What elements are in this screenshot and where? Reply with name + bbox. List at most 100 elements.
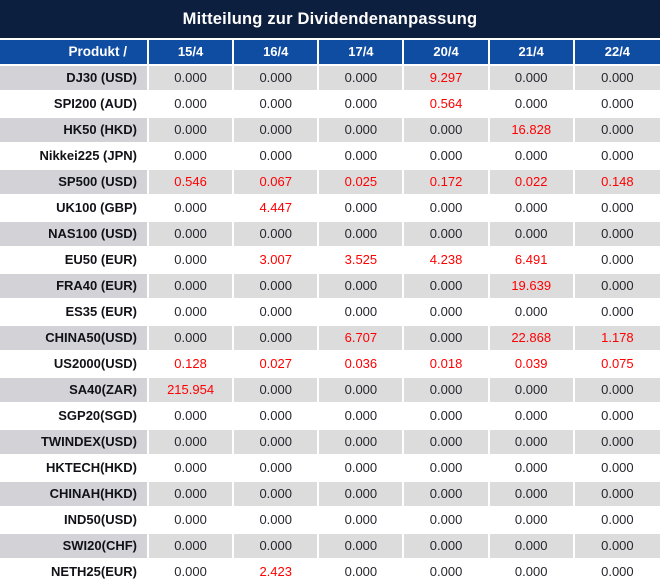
- value-cell: 0.000: [574, 118, 660, 144]
- value-cell: 0.000: [319, 300, 405, 326]
- page-title: Mitteilung zur Dividendenanpassung: [182, 9, 478, 28]
- value-cell: 0.000: [149, 326, 235, 352]
- value-cell: 19.639: [489, 274, 575, 300]
- value-cell: 0.000: [234, 534, 320, 560]
- value-cell: 0.000: [149, 482, 235, 508]
- product-cell: EU50 (EUR): [0, 248, 149, 274]
- value-cell: 0.000: [319, 482, 405, 508]
- value-cell: 4.238: [404, 248, 490, 274]
- value-cell: 0.000: [149, 300, 235, 326]
- value-cell: 0.000: [489, 456, 575, 482]
- table-row: UK100 (GBP) 0.000 4.447 0.000 0.000 0.000 0.00…: [0, 196, 660, 222]
- value-cell: 0.000: [574, 508, 660, 534]
- value-cell: 0.000: [234, 378, 320, 404]
- value-cell: 0.000: [404, 378, 490, 404]
- value-cell: 0.000: [489, 92, 575, 118]
- product-cell: TWINDEX(USD): [0, 430, 149, 456]
- value-cell: 0.000: [574, 222, 660, 248]
- value-cell: 0.036: [319, 352, 405, 378]
- value-cell: 0.000: [234, 274, 320, 300]
- product-cell: CHINA50(USD): [0, 326, 149, 352]
- value-cell: 0.000: [404, 430, 490, 456]
- value-cell: 0.000: [574, 274, 660, 300]
- column-header-date: 15/4: [149, 40, 235, 66]
- value-cell: 0.000: [149, 222, 235, 248]
- value-cell: 0.000: [319, 430, 405, 456]
- product-cell: HKTECH(HKD): [0, 456, 149, 482]
- column-header-date: 22/4: [574, 40, 660, 66]
- value-cell: 0.000: [574, 196, 660, 222]
- value-cell: 0.000: [574, 144, 660, 170]
- value-cell: 0.000: [489, 378, 575, 404]
- dividend-table: Produkt / 15/4 16/4 17/4 20/4 21/4 22/4 DJ30 …: [0, 40, 660, 586]
- value-cell: 3.007: [234, 248, 320, 274]
- value-cell: 0.000: [234, 66, 320, 92]
- value-cell: 0.000: [574, 92, 660, 118]
- table-row: Nikkei225 (JPN) 0.000 0.000 0.000 0.000 0.000…: [0, 144, 660, 170]
- value-cell: 0.022: [489, 170, 575, 196]
- value-cell: 0.000: [149, 404, 235, 430]
- value-cell: 0.000: [574, 560, 660, 586]
- value-cell: 0.000: [234, 508, 320, 534]
- table-row: EU50 (EUR) 0.000 3.007 3.525 4.238 6.491 0.000: [0, 248, 660, 274]
- value-cell: 0.067: [234, 170, 320, 196]
- product-cell: SPI200 (AUD): [0, 92, 149, 118]
- value-cell: 0.000: [319, 508, 405, 534]
- value-cell: 0.000: [234, 222, 320, 248]
- value-cell: 0.000: [404, 560, 490, 586]
- value-cell: 0.000: [234, 92, 320, 118]
- column-header-date: 21/4: [489, 40, 575, 66]
- value-cell: 0.039: [489, 352, 575, 378]
- value-cell: 0.025: [319, 170, 405, 196]
- value-cell: 0.000: [319, 534, 405, 560]
- product-cell: DJ30 (USD): [0, 66, 149, 92]
- value-cell: 6.491: [489, 248, 575, 274]
- value-cell: 0.000: [319, 118, 405, 144]
- value-cell: 0.000: [404, 534, 490, 560]
- value-cell: 0.000: [234, 300, 320, 326]
- product-cell: FRA40 (EUR): [0, 274, 149, 300]
- table-row: HKTECH(HKD) 0.000 0.000 0.000 0.000 0.000 0.00…: [0, 456, 660, 482]
- value-cell: 0.000: [404, 508, 490, 534]
- value-cell: 0.000: [489, 560, 575, 586]
- value-cell: 0.000: [404, 196, 490, 222]
- value-cell: 0.000: [404, 118, 490, 144]
- table-row: SA40(ZAR) 215.954 0.000 0.000 0.000 0.000 0.00…: [0, 378, 660, 404]
- product-cell: NAS100 (USD): [0, 222, 149, 248]
- value-cell: 0.000: [149, 248, 235, 274]
- value-cell: 3.525: [319, 248, 405, 274]
- product-cell: ES35 (EUR): [0, 300, 149, 326]
- table-row: ES35 (EUR) 0.000 0.000 0.000 0.000 0.000 0.000: [0, 300, 660, 326]
- value-cell: 0.000: [489, 508, 575, 534]
- table-row: NAS100 (USD) 0.000 0.000 0.000 0.000 0.000 0.0…: [0, 222, 660, 248]
- value-cell: 9.297: [404, 66, 490, 92]
- table-row: IND50(USD) 0.000 0.000 0.000 0.000 0.000 0.000: [0, 508, 660, 534]
- table-row: CHINA50(USD) 0.000 0.000 6.707 0.000 22.868 1.…: [0, 326, 660, 352]
- column-header-date: 17/4: [319, 40, 405, 66]
- value-cell: 0.000: [574, 300, 660, 326]
- value-cell: 0.000: [149, 456, 235, 482]
- value-cell: 0.000: [404, 222, 490, 248]
- value-cell: 0.546: [149, 170, 235, 196]
- table-row: SGP20(SGD) 0.000 0.000 0.000 0.000 0.000 0.000: [0, 404, 660, 430]
- product-cell: SA40(ZAR): [0, 378, 149, 404]
- value-cell: 0.000: [149, 534, 235, 560]
- value-cell: 0.000: [404, 404, 490, 430]
- value-cell: 0.000: [149, 560, 235, 586]
- column-header-date: 20/4: [404, 40, 490, 66]
- value-cell: 0.000: [319, 222, 405, 248]
- table-row: SWI20(CHF) 0.000 0.000 0.000 0.000 0.000 0.000: [0, 534, 660, 560]
- value-cell: 0.000: [489, 144, 575, 170]
- value-cell: 0.000: [319, 456, 405, 482]
- value-cell: 0.128: [149, 352, 235, 378]
- value-cell: 0.172: [404, 170, 490, 196]
- value-cell: 0.000: [489, 534, 575, 560]
- table-row: DJ30 (USD) 0.000 0.000 0.000 9.297 0.000 0.000: [0, 66, 660, 92]
- value-cell: 0.000: [149, 66, 235, 92]
- table-row: FRA40 (EUR) 0.000 0.000 0.000 0.000 19.639 0.0…: [0, 274, 660, 300]
- product-cell: US2000(USD): [0, 352, 149, 378]
- column-header-product: Produkt /: [0, 40, 149, 66]
- table-row: SPI200 (AUD) 0.000 0.000 0.000 0.564 0.000 0.0…: [0, 92, 660, 118]
- table-row: SP500 (USD) 0.546 0.067 0.025 0.172 0.022 0.14…: [0, 170, 660, 196]
- product-cell: NETH25(EUR): [0, 560, 149, 586]
